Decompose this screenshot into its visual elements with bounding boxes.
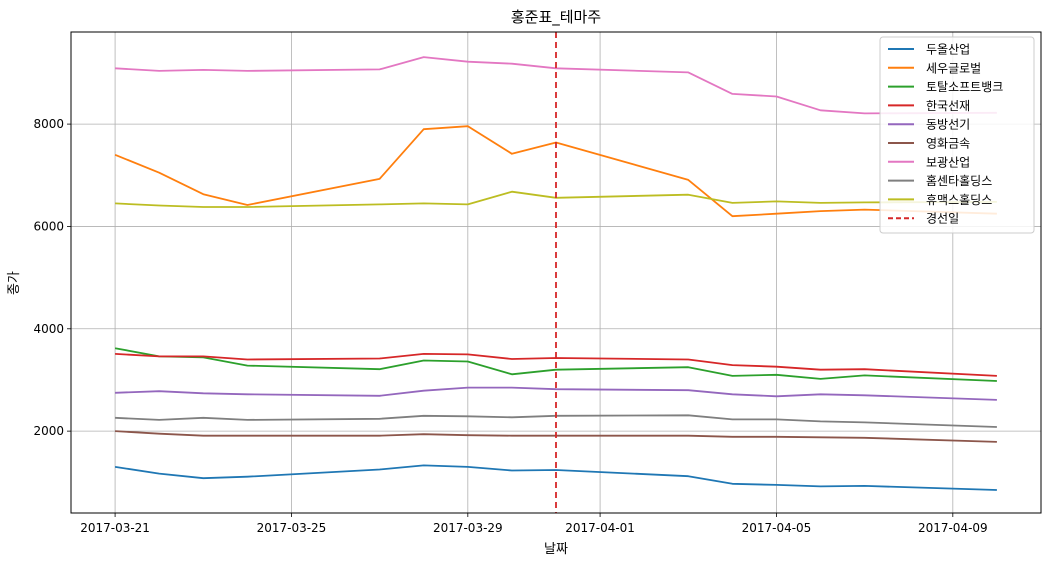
plot-lines <box>114 56 997 491</box>
legend-label: 한국선재 <box>926 99 970 113</box>
x-tick-label: 2017-03-29 <box>433 521 503 535</box>
y-axis-label: 종가 <box>7 271 22 295</box>
series-line <box>114 347 997 382</box>
x-tick-label: 2017-04-09 <box>918 521 988 535</box>
series-line <box>115 352 997 377</box>
y-axis-ticks: 2000 4000 6000 8000 <box>33 117 71 438</box>
legend-label: 보광산업 <box>926 155 970 169</box>
legend-label: 영화금속 <box>926 137 970 151</box>
legend-box <box>879 36 1035 234</box>
legend-label: 휴맥스홀딩스 <box>926 193 992 207</box>
series-line <box>114 464 997 491</box>
series-line <box>115 56 997 115</box>
x-axis-ticks: 2017-03-21 2017-03-25 2017-03-29 2017-04-01… <box>80 513 988 535</box>
legend: 두올산업세우글로벌토탈소프트뱅크한국선재동방선기영화금속보광산업홈센타홀딩스휴맥… <box>879 36 1035 234</box>
series-line <box>115 190 997 208</box>
series-line <box>115 414 997 428</box>
legend-label: 두올산업 <box>926 43 970 57</box>
y-tick-label: 6000 <box>33 219 64 233</box>
series-line <box>114 125 997 218</box>
y-tick-label: 8000 <box>33 117 64 131</box>
y-tick-label: 2000 <box>33 424 64 438</box>
series-line <box>115 430 997 443</box>
legend-label: 동방선기 <box>926 118 970 132</box>
plot-frame <box>70 31 1042 514</box>
series-line <box>115 386 997 401</box>
legend-label: 세우글로벌 <box>926 61 981 75</box>
legend-label: 경선일 <box>926 212 959 226</box>
x-tick-label: 2017-03-21 <box>80 521 150 535</box>
x-axis-label: 날짜 <box>544 542 568 557</box>
chart-title: 홍준표_테마주 <box>511 8 601 27</box>
y-tick-label: 4000 <box>33 322 64 336</box>
legend-label: 토탈소프트뱅크 <box>926 80 1003 94</box>
x-tick-label: 2017-04-05 <box>742 521 812 535</box>
legend-label: 홈센타홀딩스 <box>926 174 992 188</box>
x-tick-label: 2017-04-01 <box>565 521 635 535</box>
x-tick-label: 2017-03-25 <box>257 521 327 535</box>
